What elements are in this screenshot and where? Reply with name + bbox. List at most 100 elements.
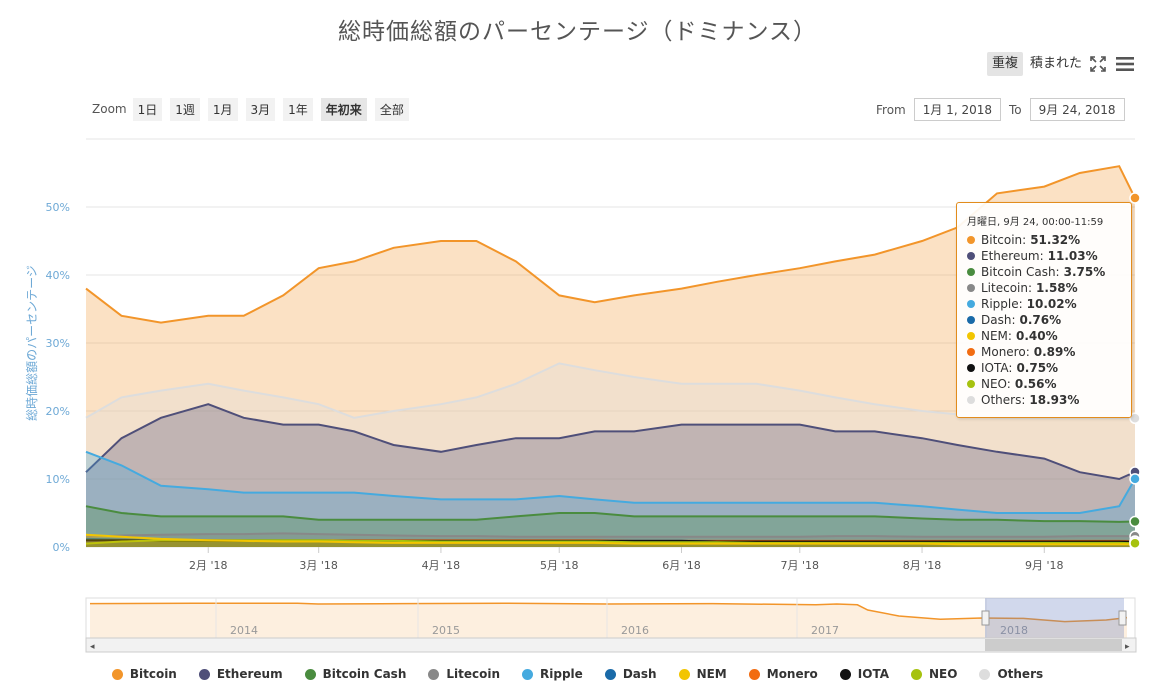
tooltip-series-name: Bitcoin: [981,233,1027,247]
legend-dot-icon [748,668,760,680]
tooltip-row: Litecoin: 1.58% [957,280,1131,296]
tooltip-dot-icon [967,364,975,372]
x-tick-label: 5月 '18 [540,559,579,572]
legend-label: Litecoin [446,667,501,681]
fullscreen-icon[interactable] [1088,54,1108,74]
tooltip-header: 月曜日, 9月 24, 00:00-11:59 [967,217,1104,228]
tooltip-series-value: 0.89% [1033,345,1076,359]
legend-label: Ripple [540,667,583,681]
series-line-ethereum[interactable] [85,403,1136,481]
y-tick-label: 10% [46,473,70,486]
navigator-series-line [89,602,1128,623]
series-line-nem[interactable] [85,533,1135,546]
hover-marker-ripple [1129,473,1141,485]
zoom-all-button[interactable]: 全部 [374,97,409,121]
tooltip-series-value: 3.75% [1063,265,1106,279]
legend-dot-icon [911,668,922,680]
tooltip-series-value: 1.58% [1036,281,1078,295]
legend-item-bitcoin-cash[interactable]: Bitcoin Cash [304,667,406,681]
overlap-toggle-button[interactable]: 重複 [987,52,1024,76]
legend-item-ethereum[interactable]: Ethereum [198,667,283,681]
scrollbar-thumb[interactable] [985,639,1122,651]
tooltip-series-name: Dash: [981,313,1016,327]
tooltip-series-value: 0.56% [1014,377,1057,391]
navigator-tick-label: 2016 [621,624,649,637]
tooltip-row: IOTA: 0.75% [957,360,1131,376]
tooltip-series-name: NEM: [981,329,1012,343]
series-area-ripple [86,451,1135,547]
menu-icon[interactable] [1115,56,1135,72]
from-label: From [876,102,906,117]
scroll-right-arrow-icon[interactable]: ▸ [1125,642,1130,652]
zoom-1w-button[interactable]: 1週 [170,97,200,121]
legend: Bitcoin Ethereum Bitcoin Cash Litecoin Rippl… [0,667,1155,681]
zoom-label: Zoom [92,102,127,116]
tooltip-series-value: 10.02% [1026,297,1077,311]
legend-item-nem[interactable]: NEM [678,667,727,681]
legend-item-litecoin[interactable]: Litecoin [428,667,500,681]
legend-item-neo[interactable]: NEO [911,667,957,681]
legend-label: IOTA [857,667,889,681]
x-tick-label: 7月 '18 [781,559,820,572]
legend-item-monero[interactable]: Monero [748,667,818,681]
navigator-tick-label: 2015 [432,624,460,637]
zoom-1d-button[interactable]: 1日 [132,97,163,121]
legend-label: NEO [929,667,958,681]
from-date-input[interactable]: 1月 1, 2018 [913,98,1001,121]
scrollbar-track[interactable] [85,637,1137,653]
tooltip-series-name: NEO: [981,377,1011,391]
x-tick-label: 9月 '18 [1025,559,1064,572]
legend-dot-icon [522,668,534,680]
series-line-neo[interactable] [85,539,1136,545]
navigator-tick-label: 2017 [811,624,839,637]
stacked-toggle-button[interactable]: 積まれた [1030,56,1083,71]
navigator-handle[interactable] [1118,610,1127,626]
legend-dot-icon [428,668,440,680]
legend-dot-icon [604,668,616,680]
legend-item-others[interactable]: Others [979,667,1043,681]
tooltip-dot-icon [967,284,975,292]
series-line-litecoin[interactable] [85,532,1136,538]
tooltip-series-name: Ethereum: [981,249,1044,263]
legend-item-ripple[interactable]: Ripple [522,667,583,681]
hover-marker-bitcoin-cash [1129,515,1141,528]
chart-title: 総時価総額のパーセンテージ（ドミナンス） [337,19,818,45]
zoom-1m-button[interactable]: 1月 [207,97,238,121]
to-date-input[interactable]: 9月 24, 2018 [1029,98,1125,121]
legend-item-bitcoin[interactable]: Bitcoin [111,667,177,681]
series-line-bitcoin-cash[interactable] [85,505,1136,523]
navigator-selection[interactable] [985,598,1124,638]
tooltip-dot-icon [967,316,975,324]
tooltip-dot-icon [967,380,975,388]
tooltip-series-name: Others: [981,393,1026,407]
series-area-bitcoin [86,166,1135,547]
zoom-3m-button[interactable]: 3月 [245,97,276,121]
tooltip: 月曜日, 9月 24, 00:00-11:59 Bitcoin: 51.32% Et… [956,202,1132,418]
scroll-left-arrow-icon[interactable]: ◂ [90,642,95,652]
zoom-ytd-button[interactable]: 年初来 [320,97,367,121]
legend-item-dash[interactable]: Dash [604,667,657,681]
tooltip-row: Ethereum: 11.03% [957,248,1131,264]
legend-label: Others [997,667,1044,681]
legend-label: Monero [766,667,818,681]
legend-label: NEM [696,667,727,681]
legend-label: Ethereum [216,667,283,681]
y-tick-label: 50% [46,201,70,214]
legend-label: Bitcoin [129,667,177,681]
legend-item-iota[interactable]: IOTA [839,667,889,681]
legend-dot-icon [678,668,690,680]
x-tick-label: 6月 '18 [662,559,701,572]
series-area-others [86,363,1135,547]
zoom-1y-button[interactable]: 1年 [283,97,313,121]
x-tick-label: 4月 '18 [422,559,461,572]
navigator-handle[interactable] [981,610,990,626]
navigator-series-area [90,603,1127,638]
zoom-bar: Zoom 1日 1週 1月 3月 1年 年初来 全部 [92,97,417,121]
tooltip-row: Bitcoin Cash: 3.75% [957,264,1131,280]
tooltip-dot-icon [967,396,975,404]
tooltip-dot-icon [967,252,975,260]
hover-marker-others [1129,412,1141,425]
series-line-ripple[interactable] [85,450,1136,514]
tooltip-row: NEM: 0.40% [957,328,1131,344]
tooltip-dot-icon [967,236,975,244]
